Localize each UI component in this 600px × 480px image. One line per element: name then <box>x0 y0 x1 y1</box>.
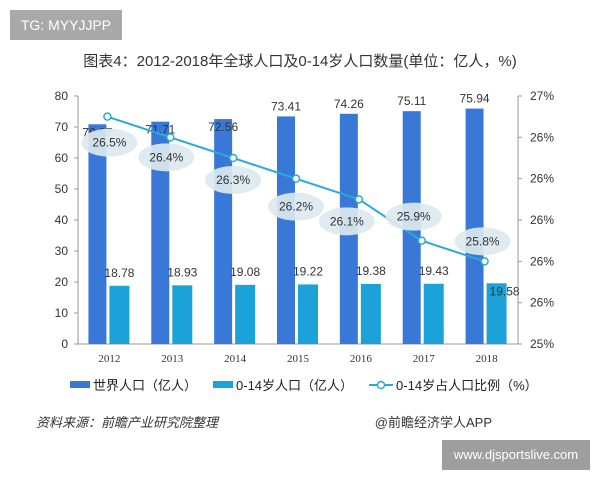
ratio-point <box>291 174 301 183</box>
bar-children <box>109 285 130 344</box>
bar-label-children: 18.78 <box>104 266 134 280</box>
watermark-bottom: www.djsportslive.com <box>442 440 590 470</box>
x-tick-label: 2015 <box>287 353 310 365</box>
left-tick-label: 30 <box>55 244 69 258</box>
legend-swatch <box>70 381 90 388</box>
ratio-label-bubble <box>268 192 324 221</box>
legend-item-ratio: 0-14岁占人口比例（%） <box>369 375 538 394</box>
bar-label-children: 18.93 <box>167 265 197 279</box>
ratio-point <box>103 112 112 121</box>
ratio-label-bubble <box>81 128 138 157</box>
chart-title: 图表4：2012-2018年全球人口及0-14岁人口数量(单位：亿人，%) <box>83 53 517 70</box>
left-tick-label: 0 <box>61 337 68 351</box>
x-tick-label: 2013 <box>161 353 184 365</box>
bar-label-children: 19.22 <box>293 264 323 278</box>
legend-swatch <box>213 381 234 388</box>
left-tick-label: 50 <box>55 182 69 196</box>
bar-world <box>277 116 295 344</box>
ratio-label-bubble <box>454 227 511 256</box>
legend-item-children: 0-14岁人口（亿人） <box>213 375 353 394</box>
ratio-label: 26.2% <box>279 200 313 214</box>
ratio-label: 25.8% <box>466 234 500 248</box>
ratio-label: 26.3% <box>216 173 250 187</box>
x-tick-label: 2014 <box>224 353 247 365</box>
right-tick-label: 27% <box>530 89 554 103</box>
right-tick-label: 26% <box>530 172 554 186</box>
left-tick-label: 20 <box>55 275 69 289</box>
x-tick-label: 2016 <box>350 353 373 365</box>
bar-world <box>88 124 107 344</box>
x-tick-label: 2017 <box>413 353 436 365</box>
ratio-point <box>166 133 175 142</box>
bar-children <box>360 283 381 344</box>
bar-label-world: 73.41 <box>271 99 301 113</box>
legend-label: 世界人口（亿人） <box>93 378 198 393</box>
ratio-label: 26.1% <box>330 214 364 228</box>
bar-label-world: 72.56 <box>208 120 238 134</box>
right-tick-label: 26% <box>530 254 554 268</box>
left-tick-label: 70 <box>55 120 69 134</box>
bar-world <box>151 121 170 344</box>
ratio-label: 25.9% <box>397 210 431 224</box>
left-tick-label: 40 <box>55 213 69 227</box>
bar-label-world: 74.26 <box>334 97 364 111</box>
bar-label-children: 19.38 <box>356 264 386 278</box>
legend-line-marker-icon <box>369 380 394 389</box>
ratio-label: 26.5% <box>92 136 126 150</box>
ratio-label-bubble <box>318 207 375 236</box>
ratio-label-bubble <box>385 202 442 231</box>
bar-label-children: 19.43 <box>419 264 449 278</box>
ratio-point <box>228 153 238 163</box>
legend-label: 0-14岁占人口比例（%） <box>396 378 538 393</box>
bar-label-children: 19.58 <box>490 284 520 298</box>
ratio-point <box>354 195 364 204</box>
bar-children <box>298 284 318 344</box>
bar-label-children: 19.08 <box>230 265 260 279</box>
x-tick-label: 2018 <box>476 353 499 365</box>
legend-item-world: 世界人口（亿人） <box>70 375 197 394</box>
bar-label-world: 71.71 <box>145 123 175 137</box>
x-tick-label: 2012 <box>98 353 120 365</box>
left-tick-label: 80 <box>55 89 69 103</box>
right-tick-label: 25% <box>530 337 554 351</box>
right-tick-label: 26% <box>530 130 554 144</box>
bar-children <box>423 283 444 344</box>
watermark-top: TG: MYYJJPP <box>10 10 122 40</box>
ratio-label: 26.4% <box>149 150 183 164</box>
legend: 世界人口（亿人） 0-14岁人口（亿人） 0-14岁占人口比例（%） <box>70 375 538 394</box>
right-tick-label: 26% <box>530 296 554 310</box>
legend-label: 0-14岁人口（亿人） <box>236 378 354 393</box>
bar-label-world: 75.11 <box>397 94 426 108</box>
right-tick-label: 26% <box>530 213 554 227</box>
bar-children <box>235 284 256 344</box>
credit: @前瞻经济学人APP <box>374 415 492 430</box>
ratio-label-bubble <box>205 166 262 194</box>
source-note: 资料来源：前瞻产业研究院整理 <box>36 415 219 430</box>
bar-children <box>486 283 507 344</box>
ratio-point <box>480 257 489 266</box>
ratio-point <box>417 236 426 245</box>
ratio-label-bubble <box>138 143 195 172</box>
bar-world <box>465 108 484 344</box>
left-tick-label: 10 <box>55 306 69 320</box>
left-tick-label: 60 <box>55 151 69 165</box>
bar-children <box>172 285 193 344</box>
bar-label-world: 75.94 <box>460 92 490 106</box>
